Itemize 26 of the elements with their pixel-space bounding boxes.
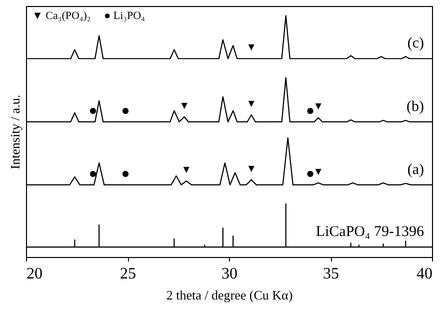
annotation: ▼ bbox=[248, 164, 256, 173]
annotation: ▼ bbox=[248, 42, 256, 52]
annotation: ▼ bbox=[181, 100, 188, 110]
y-axis-title: Intensity / a.u. bbox=[8, 94, 22, 170]
annotation: ▼ bbox=[315, 166, 322, 176]
x-axis-title: 2 theta / degree (Cu Kα) bbox=[166, 288, 293, 302]
series-label: (b) bbox=[406, 98, 424, 115]
x-tick-label: 30 bbox=[222, 266, 238, 282]
series-label: (c) bbox=[407, 36, 424, 52]
annotation: ● bbox=[122, 106, 129, 115]
x-tick-label: 35 bbox=[323, 266, 339, 282]
series-label: LiCaPO₄ 79-1396 bbox=[316, 224, 424, 240]
x-tick-label: 40 bbox=[416, 266, 432, 282]
annotation: ▼ bbox=[183, 164, 190, 174]
x-tick-label: 25 bbox=[120, 266, 136, 282]
x-tick-label: 20 bbox=[26, 266, 42, 282]
series-label: (a) bbox=[407, 162, 424, 178]
annotation: ● bbox=[90, 106, 96, 115]
annotation: ● bbox=[306, 168, 314, 178]
annotation: ▼ bbox=[248, 98, 256, 108]
annotation: ● bbox=[122, 168, 129, 178]
annotation: ● Li₃PO₄ bbox=[104, 10, 146, 22]
annotation: ● bbox=[306, 106, 314, 115]
annotation: ▼ bbox=[315, 102, 322, 111]
annotation: ● bbox=[90, 168, 96, 178]
annotation: ▼ Ca₃(PO₄)₂ bbox=[32, 10, 91, 22]
